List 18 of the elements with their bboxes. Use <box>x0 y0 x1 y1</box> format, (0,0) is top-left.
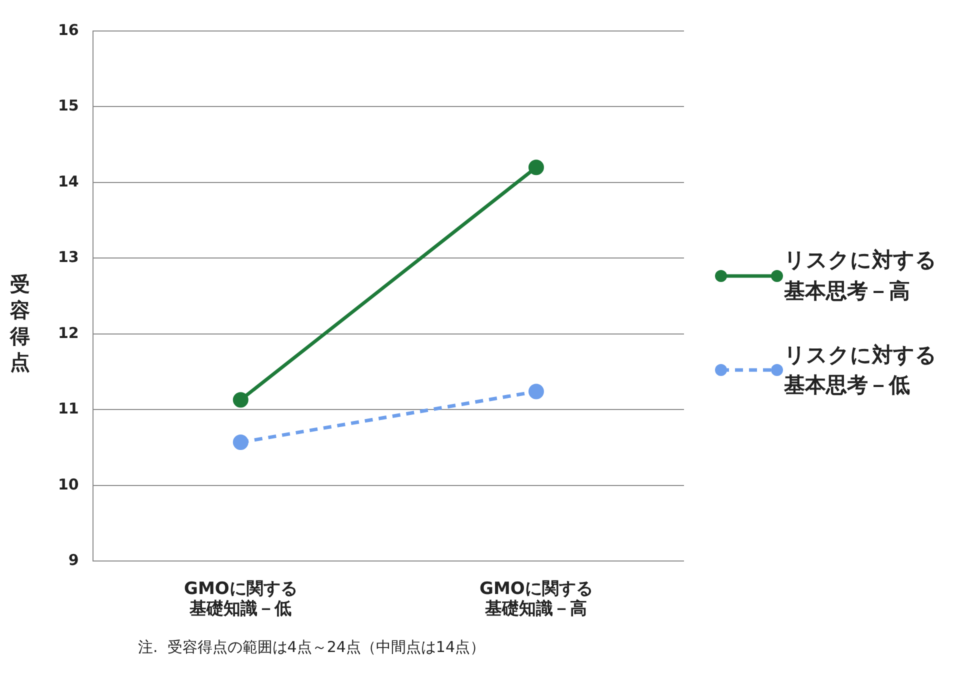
y-axis-title: 受容得点 <box>8 271 31 375</box>
x-tick-label: GMOに関する基礎知識－低 <box>184 578 298 620</box>
point <box>232 434 248 450</box>
x-tick-label: GMOに関する基礎知識－高 <box>479 578 593 620</box>
y-tick-label: 16 <box>58 20 79 39</box>
y-tick-label: 11 <box>58 400 79 418</box>
text: 注. 受容得点の範囲は4点～24点（中間点は14点） <box>138 638 486 657</box>
legend-label: リスクに対する基本思考－高 <box>784 247 938 305</box>
y-tick-label: 14 <box>58 172 79 190</box>
y-tick-label: 15 <box>58 96 79 115</box>
point <box>232 392 248 408</box>
point <box>528 384 544 400</box>
point <box>528 160 544 176</box>
legend-label: リスクに対する基本思考－低 <box>784 342 938 400</box>
y-tick-label: 9 <box>68 551 79 570</box>
y-tick-label: 12 <box>58 324 79 342</box>
y-tick-label: 10 <box>58 475 79 494</box>
y-tick-label: 13 <box>58 248 79 266</box>
